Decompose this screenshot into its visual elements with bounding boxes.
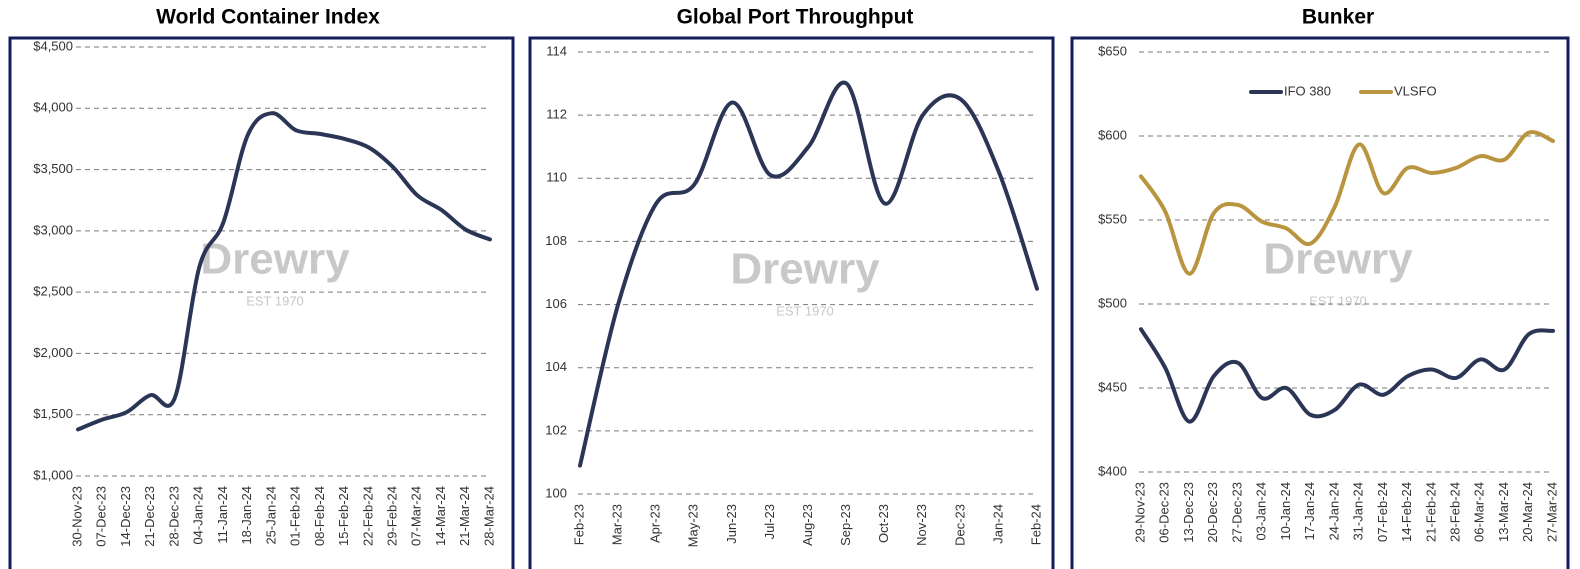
x-tick-label: Feb-24 (1028, 504, 1043, 545)
x-tick-label: 01-Feb-24 (288, 486, 303, 546)
x-tick-label: Jul-23 (762, 504, 777, 539)
chart-title: Bunker (1302, 6, 1374, 29)
y-tick-label: 104 (545, 359, 567, 374)
panel-border (1070, 36, 1570, 569)
y-tick-label: $2,500 (33, 284, 73, 299)
x-tick-label: 29-Nov-23 (1132, 482, 1147, 543)
line-series (578, 80, 1039, 468)
y-tick-label: $2,000 (33, 345, 73, 360)
x-tick-label: 14-Mar-24 (433, 486, 448, 546)
x-tick-label: 25-Jan-24 (263, 486, 278, 545)
y-tick-label: $650 (1098, 43, 1127, 58)
chart-title: Global Port Throughput (677, 6, 914, 29)
x-tick-label: Sep-23 (838, 504, 853, 546)
x-tick-label: 11-Jan-24 (215, 486, 230, 544)
x-tick-label: 30-Nov-23 (69, 486, 84, 547)
x-tick-label: 31-Jan-24 (1351, 482, 1366, 541)
legend-label: VLSFO (1394, 83, 1437, 98)
y-tick-label: 100 (545, 485, 567, 500)
x-tick-label: 29-Feb-24 (384, 486, 399, 546)
watermark-est: EST 1970 (246, 293, 304, 308)
y-tick-label: 114 (546, 43, 567, 58)
line-series (1139, 130, 1555, 276)
line-series (1139, 327, 1555, 424)
x-tick-label: 24-Jan-24 (1326, 482, 1341, 541)
x-tick-label: 15-Feb-24 (336, 486, 351, 546)
x-tick-label: 07-Feb-24 (1375, 482, 1390, 542)
x-tick-label: 07-Dec-23 (94, 486, 109, 547)
y-tick-label: 102 (545, 422, 567, 437)
y-tick-label: $4,500 (33, 38, 73, 53)
x-tick-label: 21-Dec-23 (142, 486, 157, 547)
x-tick-label: Oct-23 (876, 504, 891, 543)
x-tick-label: Mar-23 (610, 504, 625, 545)
watermark-est: EST 1970 (1309, 293, 1367, 308)
x-tick-label: Jan-24 (990, 504, 1005, 544)
y-tick-label: $1,000 (33, 467, 73, 482)
line-series (76, 111, 492, 432)
x-tick-label: 21-Feb-24 (1423, 482, 1438, 542)
y-tick-label: 106 (545, 296, 567, 311)
x-tick-label: 06-Mar-24 (1472, 482, 1487, 542)
x-tick-label: 22-Feb-24 (360, 486, 375, 546)
x-tick-label: 27-Mar-24 (1544, 482, 1559, 542)
y-tick-label: 110 (546, 170, 567, 185)
x-tick-label: 10-Jan-24 (1278, 482, 1293, 541)
y-tick-label: $400 (1098, 463, 1127, 478)
x-tick-label: 20-Mar-24 (1520, 482, 1535, 542)
y-tick-label: $4,000 (33, 100, 73, 115)
y-tick-label: $450 (1098, 379, 1127, 394)
y-tick-label: $3,000 (33, 222, 73, 237)
y-tick-label: $3,500 (33, 161, 73, 176)
watermark: Drewry (1263, 235, 1413, 284)
x-tick-label: 18-Jan-24 (239, 486, 254, 545)
x-tick-label: May-23 (686, 504, 701, 547)
x-tick-label: 21-Mar-24 (457, 486, 472, 546)
x-tick-label: 04-Jan-24 (191, 486, 206, 545)
x-tick-label: Jun-23 (724, 504, 739, 544)
watermark: Drewry (200, 235, 350, 284)
x-tick-label: 07-Mar-24 (409, 486, 424, 546)
x-tick-label: Feb-23 (571, 504, 586, 545)
x-tick-label: 28-Feb-24 (1447, 482, 1462, 542)
x-tick-label: 20-Dec-23 (1205, 482, 1220, 543)
y-tick-label: 112 (546, 107, 567, 122)
x-tick-label: 14-Feb-24 (1399, 482, 1414, 542)
x-tick-label: 08-Feb-24 (312, 486, 327, 546)
x-tick-label: 28-Mar-24 (481, 486, 496, 546)
x-tick-label: Dec-23 (952, 504, 967, 546)
y-tick-label: 108 (545, 233, 567, 248)
watermark: Drewry (730, 245, 880, 294)
x-tick-label: 17-Jan-24 (1302, 482, 1317, 541)
x-tick-label: 03-Jan-24 (1254, 482, 1269, 541)
x-tick-label: 13-Dec-23 (1181, 482, 1196, 543)
panel-border (528, 36, 1055, 569)
watermark-est: EST 1970 (776, 303, 834, 318)
y-tick-label: $1,500 (33, 406, 73, 421)
x-tick-label: 14-Dec-23 (118, 486, 133, 547)
y-tick-label: $600 (1098, 127, 1127, 142)
x-tick-label: Nov-23 (914, 504, 929, 546)
y-tick-label: $500 (1098, 295, 1127, 310)
chart-title: World Container Index (156, 6, 380, 29)
x-tick-label: 13-Mar-24 (1496, 482, 1511, 542)
y-tick-label: $550 (1098, 211, 1127, 226)
panel-border (8, 36, 515, 569)
x-tick-label: Aug-23 (800, 504, 815, 546)
x-tick-label: 06-Dec-23 (1157, 482, 1172, 543)
legend-label: IFO 380 (1284, 83, 1331, 98)
x-tick-label: 28-Dec-23 (166, 486, 181, 547)
x-tick-label: 27-Dec-23 (1229, 482, 1244, 543)
x-tick-label: Apr-23 (648, 504, 663, 543)
